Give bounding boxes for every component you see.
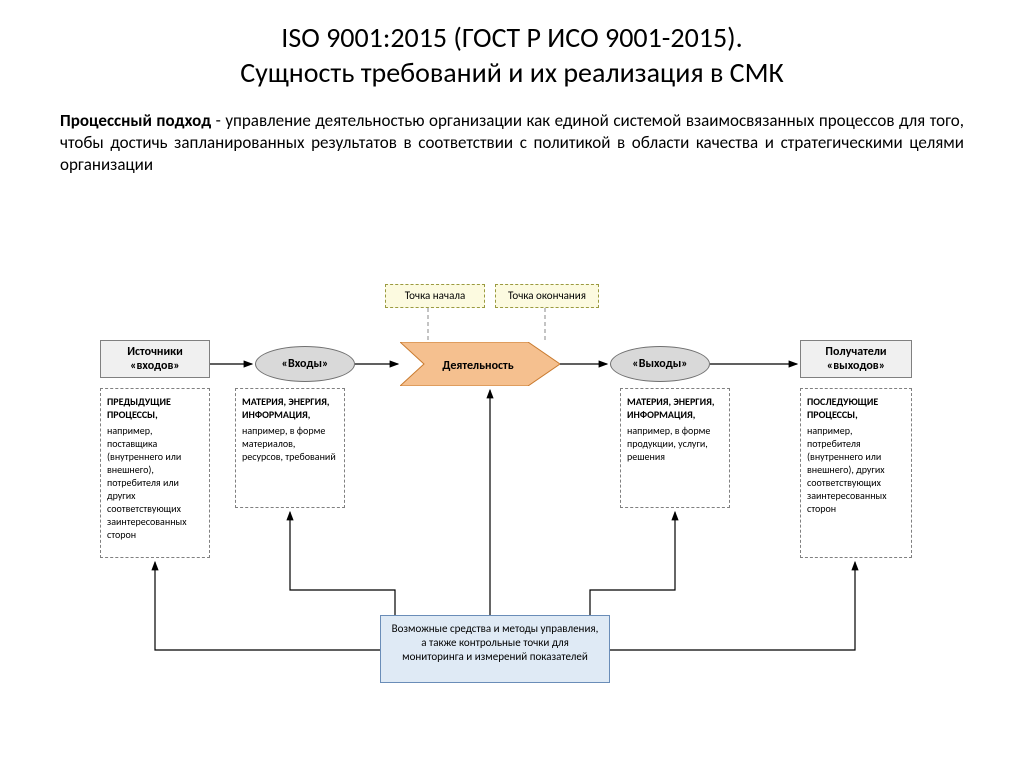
sources-body: ПРЕДЫДУЩИЕ ПРОЦЕССЫ, например, поставщик…	[100, 388, 210, 558]
activity-text: Деятельность	[442, 359, 513, 373]
process-diagram: Точка начала Точка окончания Источники «…	[0, 280, 1024, 750]
title-line-2: Сущность требований и их реализация в СМ…	[240, 55, 784, 90]
inputs-oval-text: «Входы»	[282, 357, 329, 371]
recipients-body: ПОСЛЕДУЮЩИЕ ПРОЦЕССЫ, например, потребит…	[800, 388, 912, 558]
inputs-body-text: например, в форме материалов, ресурсов, …	[242, 424, 338, 463]
outputs-oval-text: «Выходы»	[632, 357, 687, 371]
recipients-body-head: ПОСЛЕДУЮЩИЕ ПРОЦЕССЫ,	[807, 395, 905, 421]
recipients-body-text: например, потребителя (внутреннего или в…	[807, 424, 905, 515]
sources-header: Источники «входов»	[100, 340, 210, 378]
page-title: ISO 9001:2015 (ГОСТ Р ИСО 9001-2015). Су…	[0, 0, 1024, 98]
recipients-header-text: Получатели «выходов»	[805, 345, 907, 374]
intro-paragraph: Процессный подход - управление деятельно…	[0, 98, 1024, 176]
inputs-oval: «Входы»	[255, 346, 355, 382]
inputs-body: МАТЕРИЯ, ЭНЕРГИЯ, ИНФОРМАЦИЯ, например, …	[235, 388, 345, 508]
outputs-body-text: например, в форме продукции, услуги, реш…	[627, 424, 723, 463]
controls-box: Возможные средства и методы управления, …	[380, 615, 610, 683]
outputs-oval: «Выходы»	[610, 346, 710, 382]
sources-body-head: ПРЕДЫДУЩИЕ ПРОЦЕССЫ,	[107, 395, 203, 421]
sources-header-text: Источники «входов»	[105, 345, 205, 374]
outputs-body-head: МАТЕРИЯ, ЭНЕРГИЯ, ИНФОРМАЦИЯ,	[627, 395, 723, 421]
sources-body-text: например, поставщика (внутреннего или вн…	[107, 424, 203, 541]
title-line-1: ISO 9001:2015 (ГОСТ Р ИСО 9001-2015).	[281, 20, 742, 55]
end-point-label: Точка окончания	[495, 284, 599, 308]
inputs-body-head: МАТЕРИЯ, ЭНЕРГИЯ, ИНФОРМАЦИЯ,	[242, 395, 338, 421]
activity-arrow: Деятельность	[400, 342, 560, 386]
outputs-body: МАТЕРИЯ, ЭНЕРГИЯ, ИНФОРМАЦИЯ, например, …	[620, 388, 730, 508]
recipients-header: Получатели «выходов»	[800, 340, 912, 378]
end-point-text: Точка окончания	[508, 289, 586, 302]
start-point-label: Точка начала	[385, 284, 485, 308]
paragraph-bold: Процессный подход	[60, 110, 211, 131]
start-point-text: Точка начала	[405, 289, 465, 302]
controls-box-text: Возможные средства и методы управления, …	[392, 622, 599, 663]
